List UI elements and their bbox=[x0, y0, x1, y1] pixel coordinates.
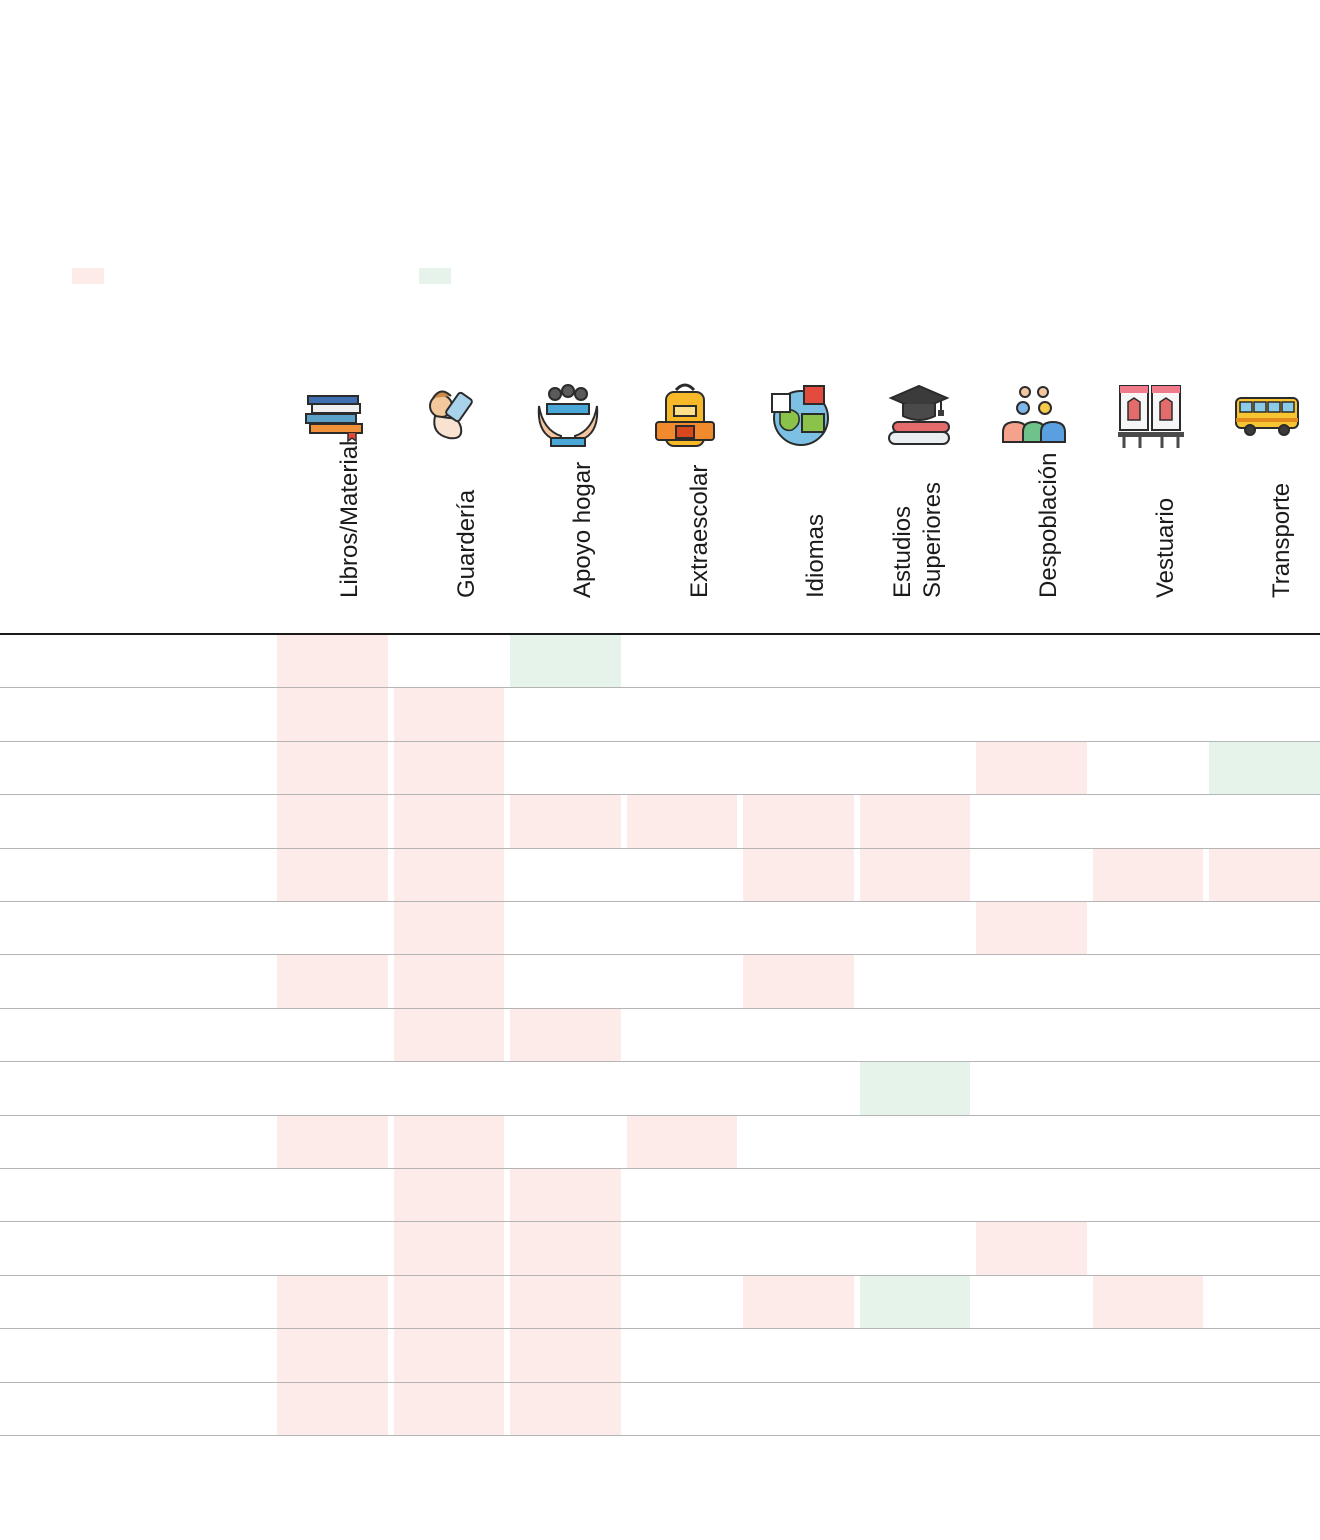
cell-negative bbox=[1092, 848, 1203, 901]
cell-negative bbox=[743, 955, 854, 1008]
row-divider bbox=[0, 847, 1320, 849]
cell-negative bbox=[393, 1275, 504, 1329]
people-group-icon bbox=[999, 380, 1069, 450]
cell-negative bbox=[277, 688, 388, 741]
backpack-icon bbox=[650, 380, 720, 450]
column-header: Vestuario bbox=[1093, 380, 1209, 632]
column-header: Extraescolar bbox=[627, 380, 743, 632]
cell-negative bbox=[859, 795, 970, 848]
column-header: Idiomas bbox=[743, 380, 859, 632]
cell-positive bbox=[859, 1062, 970, 1115]
row-divider bbox=[0, 687, 1320, 689]
cell-negative bbox=[510, 1008, 621, 1062]
cell-negative bbox=[393, 1008, 504, 1062]
cell-positive bbox=[1209, 741, 1320, 795]
column-label: Despoblación bbox=[1035, 452, 1062, 598]
column-header: Libros/Material bbox=[277, 380, 393, 632]
column-label: Idiomas bbox=[802, 513, 829, 598]
row-divider bbox=[0, 794, 1320, 796]
cell-negative bbox=[976, 1222, 1087, 1275]
row-divider bbox=[0, 954, 1320, 956]
cell-negative bbox=[510, 1169, 621, 1222]
cell-negative bbox=[277, 955, 388, 1008]
column-label: Transporte bbox=[1268, 482, 1295, 598]
legend-swatch-positive bbox=[419, 268, 451, 284]
cell-negative bbox=[393, 848, 504, 901]
cell-negative bbox=[859, 848, 970, 901]
cell-negative bbox=[393, 1169, 504, 1222]
cell-negative bbox=[393, 1115, 504, 1168]
bus-icon bbox=[1232, 380, 1302, 450]
column-header: Transporte bbox=[1209, 380, 1320, 632]
cell-negative bbox=[510, 1275, 621, 1329]
row-divider bbox=[0, 1114, 1320, 1116]
baby-bottle-icon bbox=[417, 380, 487, 450]
books-icon bbox=[300, 380, 370, 450]
row-divider bbox=[0, 1381, 1320, 1383]
column-label: Libros/Material bbox=[336, 440, 363, 598]
cell-negative bbox=[743, 848, 854, 901]
row-divider bbox=[0, 1221, 1320, 1223]
graduation-cap-icon bbox=[883, 380, 953, 450]
row-divider bbox=[0, 1007, 1320, 1009]
clothing-rack-icon bbox=[1116, 380, 1186, 450]
cell-negative bbox=[510, 1222, 621, 1275]
column-label: Estudios Superiores bbox=[888, 481, 946, 598]
column-label: Vestuario bbox=[1151, 497, 1179, 598]
row-divider bbox=[0, 1274, 1320, 1276]
cell-negative bbox=[393, 1222, 504, 1275]
cell-negative bbox=[277, 1115, 388, 1168]
cell-negative bbox=[976, 902, 1087, 955]
cell-negative bbox=[976, 741, 1087, 795]
languages-globe-icon bbox=[766, 380, 836, 450]
cell-negative bbox=[743, 1275, 854, 1329]
cell-negative bbox=[510, 1329, 621, 1382]
cell-negative bbox=[393, 955, 504, 1008]
cell-positive bbox=[510, 635, 621, 688]
cell-negative bbox=[626, 1115, 737, 1168]
column-label: Guardería bbox=[452, 489, 480, 598]
row-divider bbox=[0, 1061, 1320, 1063]
cell-negative bbox=[393, 795, 504, 848]
row-divider bbox=[0, 1435, 1320, 1436]
cell-negative bbox=[510, 795, 621, 848]
column-header: Guardería bbox=[394, 380, 510, 632]
column-label: Apoyo hogar bbox=[569, 461, 596, 598]
cell-negative bbox=[277, 1275, 388, 1329]
cell-negative bbox=[393, 902, 504, 955]
cell-negative bbox=[277, 848, 388, 901]
row-divider bbox=[0, 901, 1320, 902]
cell-negative bbox=[277, 741, 388, 795]
cell-negative bbox=[393, 1382, 504, 1435]
column-header: Estudios Superiores bbox=[860, 380, 976, 632]
cell-negative bbox=[393, 741, 504, 795]
row-divider bbox=[0, 1168, 1320, 1169]
cell-negative bbox=[626, 795, 737, 848]
legend-swatch-negative bbox=[72, 268, 104, 284]
cell-negative bbox=[1092, 1275, 1203, 1329]
cell-negative bbox=[277, 1382, 388, 1435]
header-rule bbox=[0, 633, 1320, 635]
cell-negative bbox=[277, 1329, 388, 1382]
column-header: Despoblación bbox=[976, 380, 1092, 632]
cell-positive bbox=[859, 1275, 970, 1329]
cell-negative bbox=[743, 795, 854, 848]
cell-negative bbox=[393, 688, 504, 741]
cell-negative bbox=[510, 1382, 621, 1435]
family-hands-icon bbox=[533, 380, 603, 450]
cell-negative bbox=[393, 1329, 504, 1382]
cell-negative bbox=[277, 635, 388, 688]
cell-negative bbox=[277, 795, 388, 848]
column-header: Apoyo hogar bbox=[510, 380, 626, 632]
row-divider bbox=[0, 1328, 1320, 1330]
cell-negative bbox=[1209, 848, 1320, 901]
row-divider bbox=[0, 740, 1320, 742]
column-label: Extraescolar bbox=[685, 464, 713, 598]
